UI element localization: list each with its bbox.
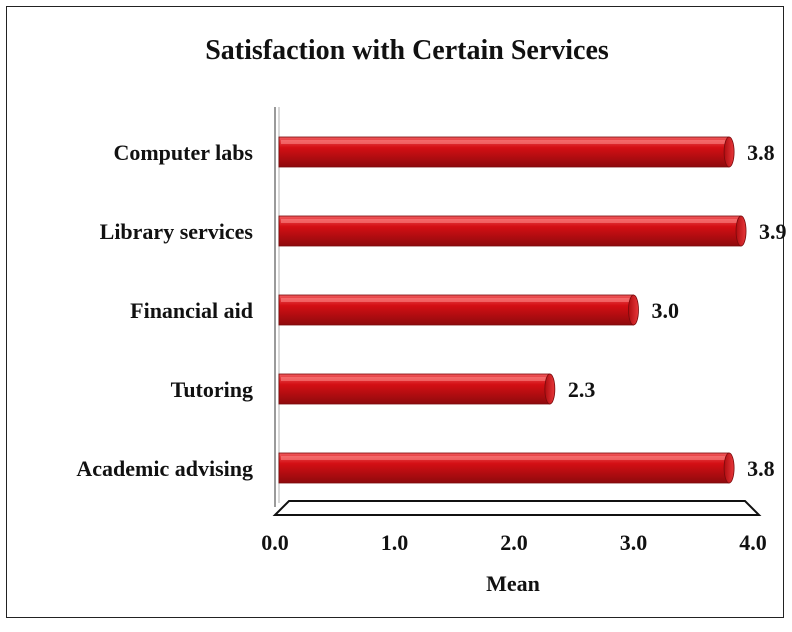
bar-cap xyxy=(723,452,735,484)
x-tick-label: 3.0 xyxy=(620,530,648,555)
category-label: Financial aid xyxy=(130,298,253,323)
bar-cap xyxy=(628,294,639,326)
value-label: 3.0 xyxy=(652,298,680,323)
x-tick-label: 4.0 xyxy=(739,530,767,555)
x-tick-label: 0.0 xyxy=(261,530,289,555)
bar-cap xyxy=(544,373,556,405)
value-label: 3.8 xyxy=(747,140,775,165)
x-tick-label: 1.0 xyxy=(381,530,409,555)
chart-title: Satisfaction with Certain Services xyxy=(205,35,609,66)
bar-cap xyxy=(735,215,747,247)
bar-cap xyxy=(723,136,735,168)
bar-chart: Satisfaction with Certain Services Compu… xyxy=(76,35,787,596)
plot-area: Computer labs 3.8 Library services 3.9 Finan… xyxy=(76,107,787,555)
bar-highlight xyxy=(281,456,726,460)
bar-highlight xyxy=(281,298,630,302)
x-tick-label: 2.0 xyxy=(500,530,528,555)
category-label: Tutoring xyxy=(171,377,253,402)
value-label: 2.3 xyxy=(568,377,596,402)
value-label: 3.9 xyxy=(759,219,787,244)
chart-frame: Satisfaction with Certain Services Compu… xyxy=(6,6,787,618)
x-axis-label: Mean xyxy=(486,571,540,596)
x-axis-floor xyxy=(272,500,762,516)
category-label: Computer labs xyxy=(113,140,253,165)
bar-highlight xyxy=(281,140,726,144)
bar-highlight xyxy=(281,377,546,381)
value-label: 3.8 xyxy=(747,456,775,481)
category-label: Library services xyxy=(100,219,254,244)
category-label: Academic advising xyxy=(76,456,253,481)
bar-highlight xyxy=(281,219,738,223)
